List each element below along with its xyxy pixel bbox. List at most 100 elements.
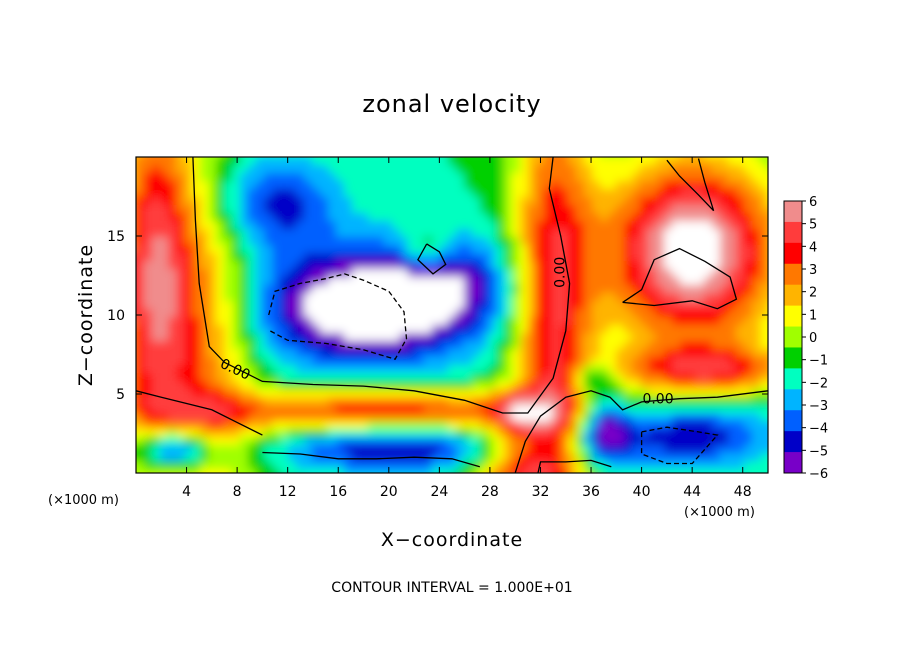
field-cell [400,349,409,358]
field-cell [696,333,705,342]
field-cell [584,381,593,390]
field-cell [392,293,401,302]
field-cell [200,437,209,446]
field-cell [512,269,521,278]
field-cell [352,309,361,318]
field-cell [544,221,553,230]
field-cell [400,181,409,190]
field-cell [136,453,145,462]
field-cell [488,453,497,462]
field-cell [488,205,497,214]
field-cell [544,397,553,406]
field-cell [584,397,593,406]
field-cell [680,157,689,166]
field-cell [576,253,585,262]
field-cell [360,421,369,430]
field-cell [392,285,401,294]
field-cell [760,365,768,374]
field-cell [712,421,721,430]
field-cell [520,341,529,350]
field-cell [736,421,745,430]
field-cell [312,189,321,198]
field-cell [600,413,609,422]
field-cell [144,445,153,454]
field-cell [584,237,593,246]
field-cell [424,309,433,318]
field-cell [688,373,697,382]
field-cell [640,389,649,398]
field-cell [520,349,529,358]
field-cell [400,421,409,430]
field-cell [544,413,553,422]
field-cell [376,157,385,158]
field-cell [608,285,617,294]
field-cell [528,301,537,310]
field-cell [520,309,529,318]
field-cell [640,373,649,382]
field-cell [536,365,545,374]
field-cell [352,261,361,270]
field-cell [688,397,697,406]
field-cell [632,205,641,214]
field-cell [712,437,721,446]
field-cell [248,173,257,182]
field-cell [608,277,617,286]
field-cell [480,333,489,342]
field-cell [136,381,145,390]
field-cell [288,205,297,214]
field-cell [304,173,313,182]
field-cell [312,157,321,166]
field-cell [752,349,761,358]
field-cell [264,429,273,438]
field-cell [384,277,393,286]
field-cell [192,333,201,342]
field-cell [512,285,521,294]
field-cell [664,421,673,430]
field-cell [336,469,345,473]
field-cell [760,189,768,198]
field-cell [728,405,737,414]
colorbar-tick-label: −1 [809,354,828,369]
field-cell [152,469,161,473]
field-cell [192,349,201,358]
field-cell [456,285,465,294]
field-cell [752,173,761,182]
field-cell [496,237,505,246]
field-cell [520,453,529,462]
field-cell [320,229,329,238]
field-cell [712,293,721,302]
field-cell [352,237,361,246]
field-cell [576,213,585,222]
field-cell [544,421,553,430]
field-cell [304,269,313,278]
field-cell [664,293,673,302]
field-cell [144,365,153,374]
field-cell [648,253,657,262]
field-cell [424,461,433,470]
field-cell [584,189,593,198]
field-cell [200,389,209,398]
field-cell [680,309,689,318]
field-cell [448,437,457,446]
field-cell [768,181,777,190]
field-cell [376,269,385,278]
field-cell [168,445,177,454]
field-cell [200,421,209,430]
field-cell [632,173,641,182]
field-cell [312,397,321,406]
field-cell [584,357,593,366]
field-cell [552,245,561,254]
field-cell [424,413,433,422]
field-cell [136,173,145,182]
field-cell [512,325,521,334]
field-cell [640,261,649,270]
field-cell [408,397,417,406]
field-cell [656,261,665,270]
field-cell [304,429,313,438]
field-cell [656,341,665,350]
field-cell [328,397,337,406]
field-cell [656,277,665,286]
field-cell [328,229,337,238]
field-cell [648,357,657,366]
field-cell [464,429,473,438]
